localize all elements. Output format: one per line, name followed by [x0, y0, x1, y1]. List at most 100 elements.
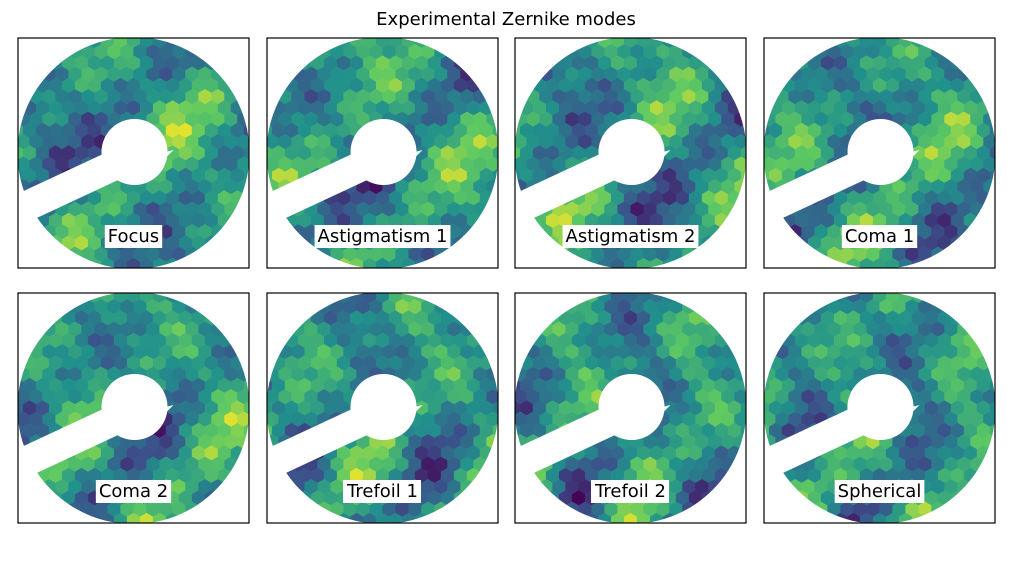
pixel [814, 321, 828, 337]
pixel [656, 201, 670, 217]
pixel [159, 224, 173, 240]
pixel [931, 66, 945, 82]
pixel [191, 332, 206, 349]
label-box [562, 225, 699, 248]
pixel [74, 235, 89, 251]
pixel [898, 332, 913, 349]
pixel [224, 179, 238, 195]
pixel [879, 456, 893, 472]
pixel [330, 456, 344, 472]
pixel [552, 66, 566, 82]
pixel [905, 201, 919, 217]
pixel [388, 212, 403, 229]
pixel [853, 366, 867, 382]
pixel [427, 167, 442, 184]
pixel [94, 321, 108, 337]
pixel [788, 411, 802, 427]
pixel [87, 310, 102, 326]
pixel [675, 190, 690, 206]
pixel [597, 55, 612, 71]
pixel [165, 145, 180, 161]
pixel [172, 179, 186, 195]
pixel [94, 201, 108, 217]
pixel [701, 212, 716, 229]
pixel [120, 344, 134, 360]
pixel [414, 355, 429, 371]
pixel [866, 456, 880, 472]
pixel [859, 100, 874, 116]
pixel [204, 422, 219, 439]
pixel [675, 445, 690, 461]
pixel [944, 201, 958, 217]
pixel [591, 299, 605, 315]
pixel [401, 467, 416, 484]
label-box [314, 225, 451, 248]
pixel [520, 122, 534, 139]
pixel [872, 467, 887, 484]
pixel [781, 355, 796, 371]
pixel [833, 310, 848, 326]
pixel [133, 66, 147, 82]
pixel [788, 156, 802, 172]
pixel [840, 366, 854, 382]
pixel [662, 355, 677, 371]
pixel [460, 134, 474, 150]
pixel [885, 467, 900, 484]
pixel [721, 134, 735, 150]
pixel [61, 400, 76, 416]
pixel [636, 55, 651, 71]
pixel [146, 201, 160, 217]
pixel [526, 156, 540, 172]
pixel [369, 321, 383, 337]
pixel [191, 445, 206, 461]
pixel [408, 344, 422, 360]
pixel [853, 111, 867, 127]
pixel [291, 366, 305, 382]
pixel [55, 156, 69, 172]
pixel [911, 100, 926, 116]
pixel [460, 179, 474, 195]
outer-mask [515, 293, 746, 523]
pixel [479, 145, 493, 161]
pixel [911, 122, 926, 139]
pixel [924, 212, 939, 229]
pixel [152, 332, 167, 349]
pixel [178, 212, 193, 229]
pixel [146, 344, 160, 360]
pixel [408, 321, 422, 337]
pixel [356, 456, 370, 472]
pixel [68, 134, 82, 150]
pixel [814, 456, 828, 472]
pixel [578, 44, 592, 60]
pixel [414, 167, 429, 184]
outer-mask [267, 293, 498, 523]
pixel [983, 134, 995, 150]
pixel [23, 422, 37, 439]
pixel [853, 299, 867, 315]
pixel [310, 145, 325, 161]
pixel [859, 332, 874, 349]
pixel [453, 77, 468, 94]
pixel [597, 467, 612, 484]
pixel [794, 467, 809, 484]
pixel [905, 434, 919, 450]
pixel [931, 344, 945, 360]
pixel [191, 422, 206, 439]
pixel [87, 77, 102, 94]
pixel [466, 100, 481, 116]
pixel [565, 456, 579, 472]
pixel [643, 201, 657, 217]
pixel [924, 490, 939, 506]
pixel [100, 100, 115, 116]
pixel [764, 411, 776, 427]
pixel [120, 321, 134, 337]
pixel [349, 55, 364, 71]
pixel [558, 77, 573, 94]
pixel [68, 344, 82, 360]
pixel [191, 145, 206, 161]
pixel [35, 377, 50, 394]
pixel [950, 212, 965, 229]
pixel [714, 422, 729, 439]
pixel [885, 100, 900, 116]
pixel [284, 100, 299, 116]
